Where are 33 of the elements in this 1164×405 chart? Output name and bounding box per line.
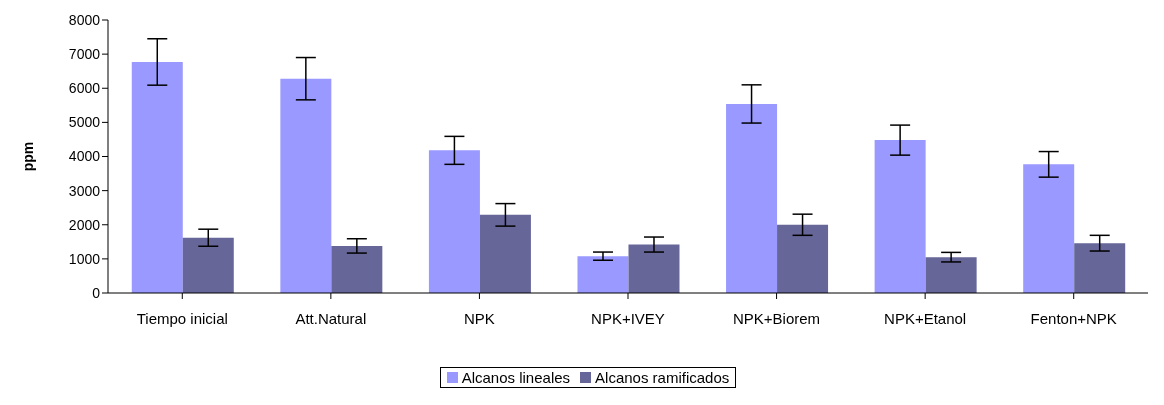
bar	[925, 257, 977, 293]
y-tick-label: 8000	[68, 11, 101, 28]
y-tick-label: 7000	[68, 46, 101, 63]
x-tick-label: Tiempo inicial	[136, 309, 228, 327]
bar	[280, 78, 332, 293]
y-tick-label: 5000	[68, 114, 101, 131]
bar	[874, 140, 926, 293]
y-tick-label: 3000	[68, 182, 101, 199]
y-tick-label: 1000	[68, 250, 101, 267]
bar	[331, 245, 383, 293]
bar	[577, 256, 629, 293]
y-tick-label: 6000	[68, 80, 101, 97]
y-tick-label: 2000	[68, 216, 101, 233]
y-tick-label: 0	[92, 284, 101, 301]
x-tick-label: NPK+IVEY	[591, 309, 665, 327]
bar	[1023, 164, 1075, 293]
x-tick-label: Att.Natural	[295, 309, 367, 327]
x-tick-label: NPK	[464, 309, 495, 327]
bar	[726, 103, 778, 293]
legend-label: Alcanos lineales	[461, 369, 571, 386]
bar	[131, 61, 183, 293]
bar	[428, 150, 480, 293]
x-tick-label: NPK+Biorem	[733, 309, 821, 327]
y-tick-label: 4000	[68, 148, 101, 165]
bar	[1074, 243, 1126, 293]
bar	[479, 214, 531, 293]
bar	[182, 237, 234, 293]
legend-label: Alcanos ramificados	[595, 369, 730, 386]
x-tick-label: NPK+Etanol	[884, 309, 967, 327]
y-axis-title: ppm	[19, 141, 36, 172]
bar	[777, 224, 829, 293]
bar	[628, 244, 680, 293]
x-tick-label: Fenton+NPK	[1030, 309, 1117, 327]
